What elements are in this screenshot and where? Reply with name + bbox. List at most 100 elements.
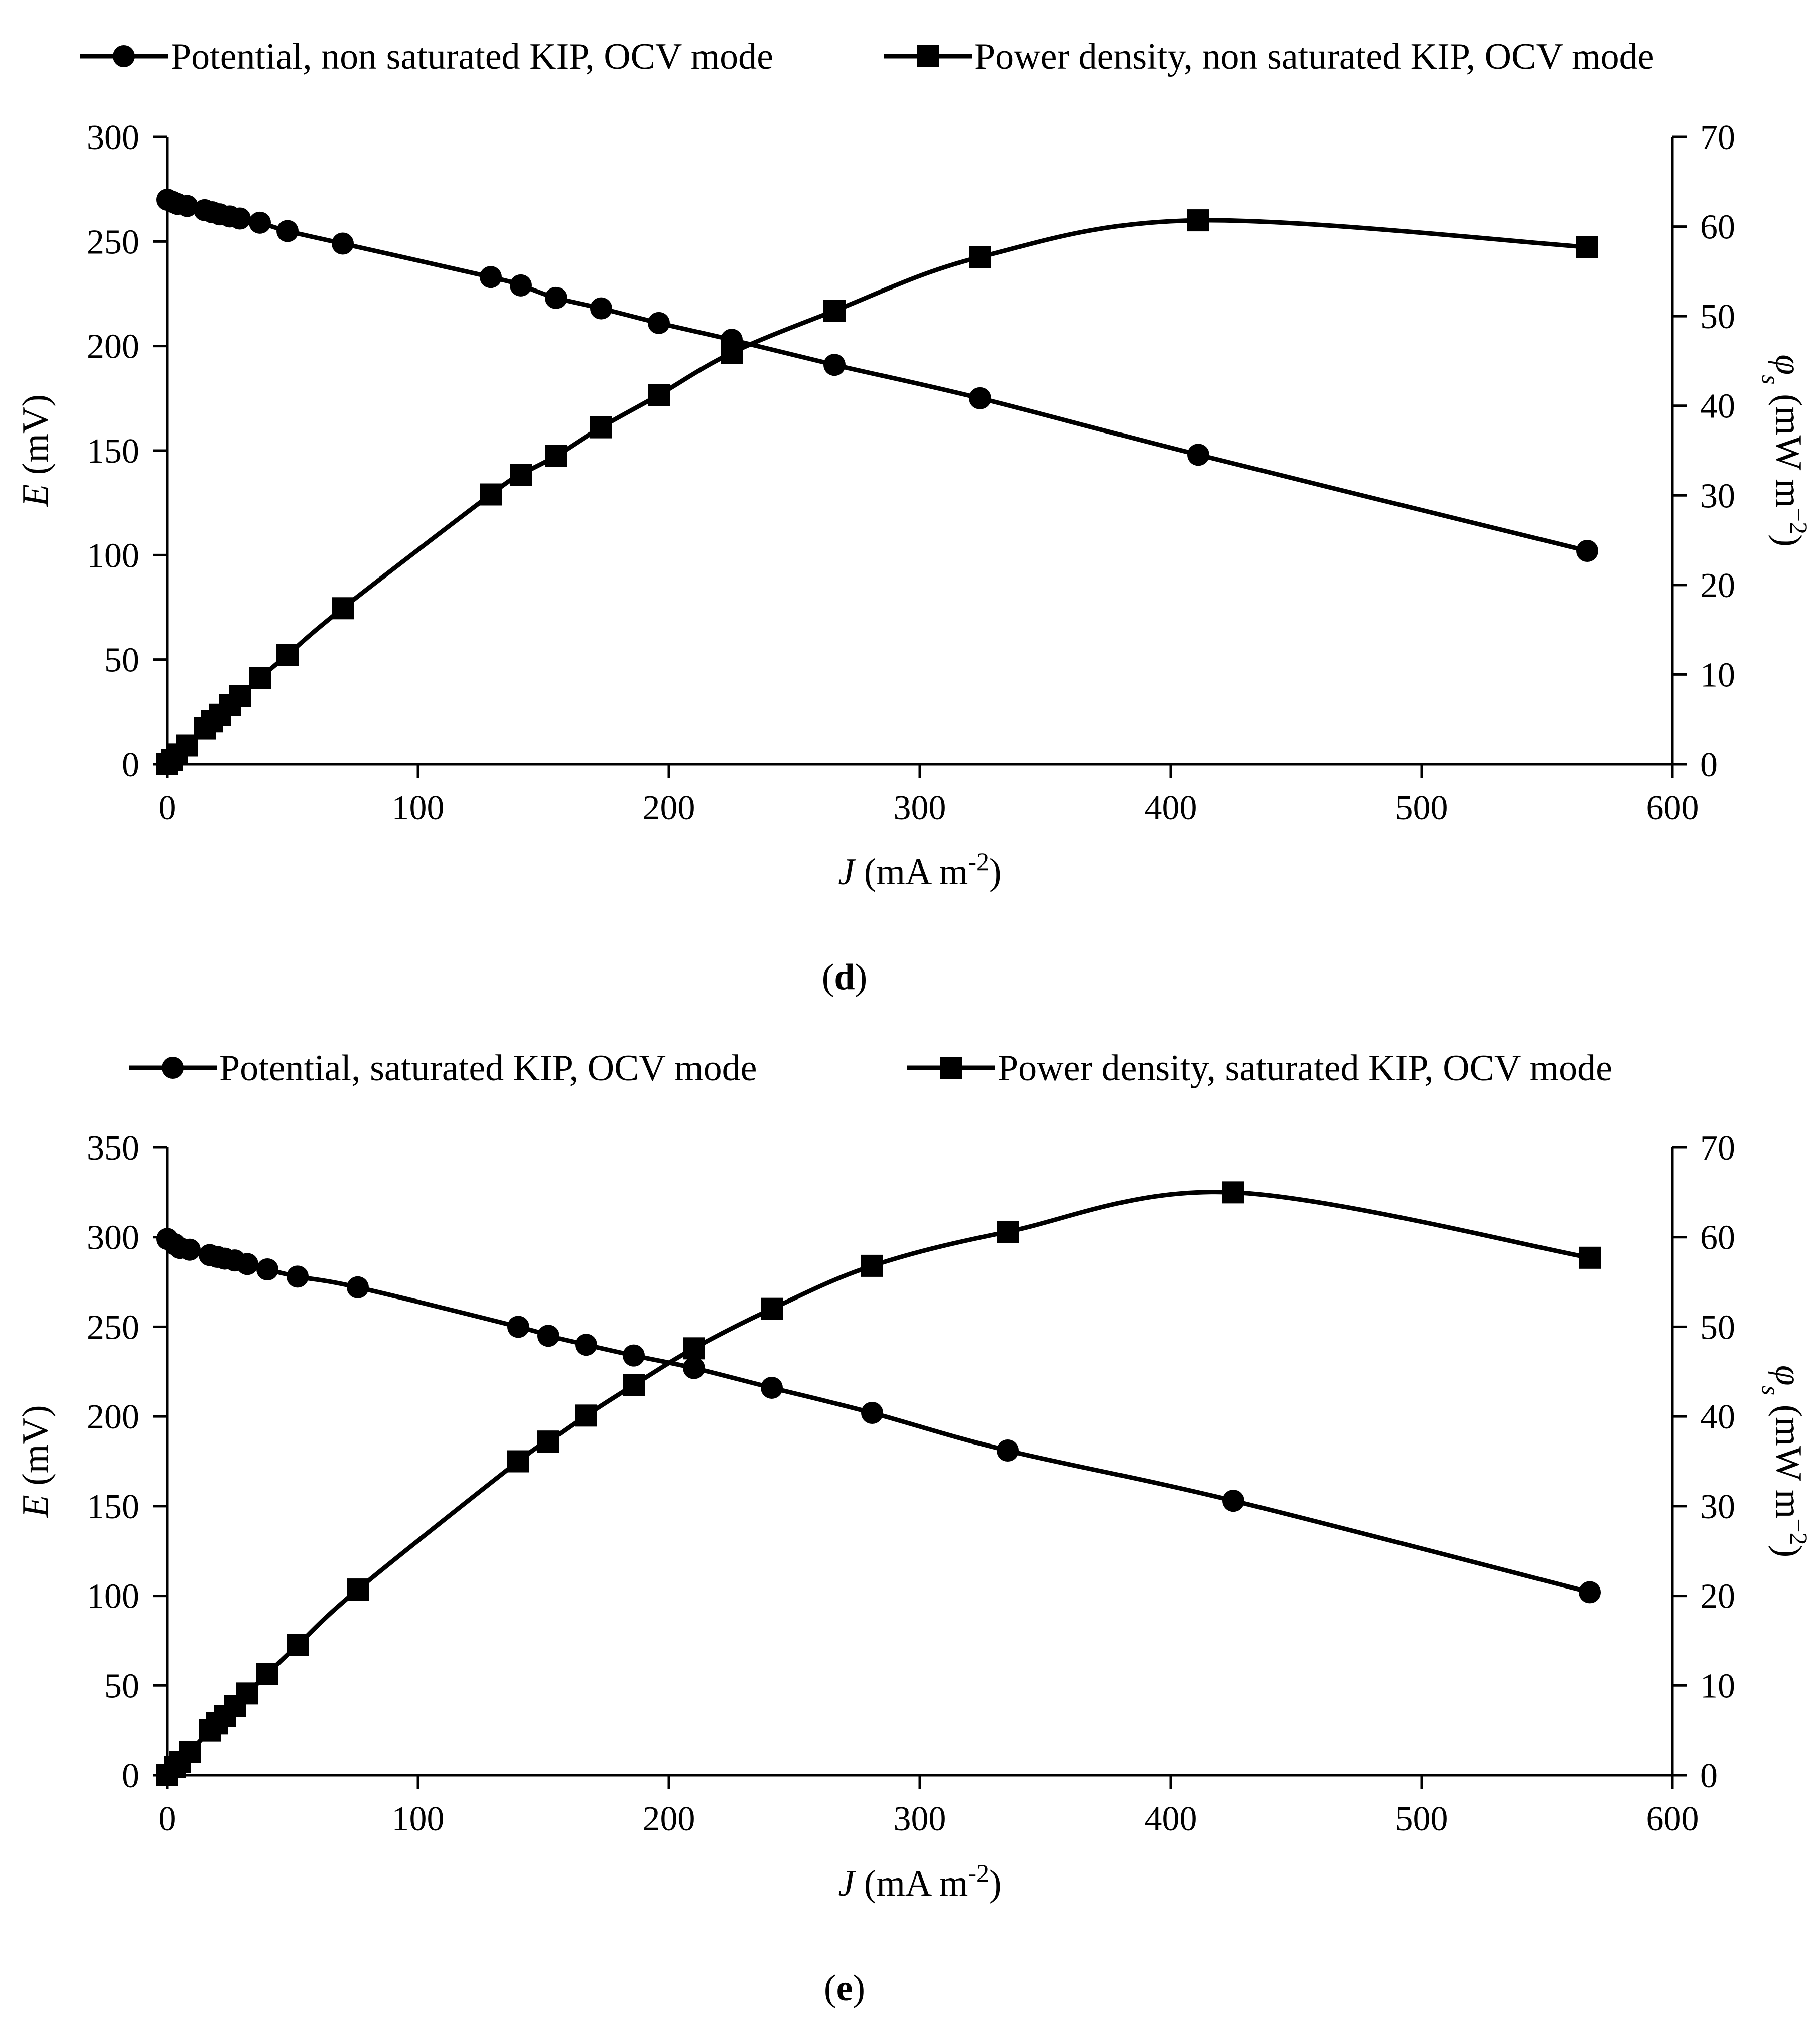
data-point-square [761, 1297, 783, 1320]
y-right-tick-label: 20 [1700, 566, 1735, 605]
y-left-tick-label: 50 [104, 1667, 139, 1705]
y-right-var: φ [1768, 1365, 1809, 1386]
legend-label: Power density, saturated KIP, OCV mode [998, 1048, 1612, 1089]
data-point-circle [648, 312, 670, 334]
panel-label-letter: e [836, 1968, 853, 2009]
data-point-square [332, 597, 354, 620]
data-point-circle [575, 1334, 597, 1356]
data-point-square [721, 342, 743, 364]
y-right-tick-label: 60 [1700, 1219, 1735, 1257]
panel-label-letter: d [834, 957, 855, 998]
y-right-tick-label: 30 [1700, 1488, 1735, 1526]
data-point-square [510, 464, 532, 486]
y-right-tick-label: 60 [1700, 208, 1735, 247]
data-point-square [179, 1741, 201, 1763]
y-right-axis-title: φs (mW m−2) [1757, 1365, 1813, 1558]
data-point-square [683, 1337, 705, 1360]
data-point-square [1222, 1181, 1244, 1204]
y-right-sub: s [1757, 375, 1785, 384]
x-axis-close: ) [989, 851, 1002, 893]
y-left-tick-label: 250 [87, 223, 139, 261]
y-left-var: E [15, 1495, 56, 1518]
y-right-tick-label: 40 [1700, 387, 1735, 426]
data-point-square [648, 384, 670, 406]
y-right-sub: s [1757, 1386, 1785, 1395]
data-point-circle [761, 1376, 783, 1399]
data-point-square [590, 416, 612, 439]
x-tick-label: 100 [392, 789, 445, 827]
y-left-tick-label: 100 [87, 536, 139, 575]
chart-panel-d: 0 100 200 300 400 500 600050100150200250300010… [15, 36, 1813, 998]
y-right-tick-label: 50 [1700, 298, 1735, 336]
legend-label: Potential, non saturated KIP, OCV mode [171, 36, 773, 77]
data-point-square [861, 1254, 883, 1277]
data-point-circle [229, 207, 251, 230]
y-right-sup: −2 [1785, 508, 1813, 534]
y-left-tick-label: 100 [87, 1577, 139, 1616]
x-axis-title: J (mA m-2) [838, 1859, 1001, 1904]
y-right-tick-label: 70 [1700, 118, 1735, 157]
y-right-tick-label: 0 [1700, 1757, 1718, 1795]
legend-marker-circle [162, 1057, 184, 1079]
data-point-square [507, 1450, 529, 1473]
data-point-square [236, 1682, 258, 1705]
x-tick-label: 500 [1395, 1800, 1448, 1838]
data-point-circle [1222, 1490, 1244, 1512]
x-axis-sup: -2 [968, 1859, 989, 1887]
data-point-circle [545, 286, 567, 309]
data-point-square [623, 1374, 645, 1396]
data-point-circle [347, 1276, 369, 1298]
series-square-power-density [156, 1181, 1601, 1786]
data-point-square [969, 246, 991, 268]
x-axis-close: ) [989, 1863, 1002, 1904]
y-right-unit: (mW m [1768, 385, 1809, 508]
x-tick-label: 200 [643, 1800, 695, 1838]
data-point-circle [507, 1316, 529, 1338]
x-tick-label: 400 [1145, 1800, 1197, 1838]
data-point-circle [287, 1265, 309, 1288]
data-point-square [537, 1430, 559, 1453]
x-axis-var: J [838, 851, 856, 893]
y-right-unit: (mW m [1768, 1395, 1809, 1518]
legend-marker-circle [113, 45, 135, 67]
y-left-tick-label: 0 [122, 1757, 139, 1795]
series-circle-potential [156, 189, 1598, 562]
data-point-circle [861, 1401, 883, 1424]
data-point-circle [176, 195, 198, 217]
legend-marker-square [917, 45, 939, 67]
chart-panel-e: 0 100 200 300 400 500 600050100150200250300350… [15, 1048, 1813, 2009]
y-left-unit: (mV) [15, 394, 56, 484]
x-tick-label: 0 [159, 1800, 176, 1838]
y-right-tick-label: 70 [1700, 1129, 1735, 1168]
x-tick-label: 300 [894, 789, 946, 827]
y-right-tick-label: 0 [1700, 746, 1718, 784]
data-point-circle [179, 1238, 201, 1261]
data-point-circle [997, 1439, 1019, 1462]
y-left-tick-label: 200 [87, 1398, 139, 1436]
x-axis-title: J (mA m-2) [838, 847, 1001, 893]
data-point-square [276, 644, 299, 666]
x-axis-unit: (mA m [855, 1863, 968, 1904]
y-left-tick-label: 350 [87, 1129, 139, 1168]
x-tick-label: 600 [1646, 789, 1699, 827]
data-point-square [1579, 1246, 1601, 1269]
panel-label-open: ( [824, 1968, 836, 2009]
data-point-square [1187, 209, 1209, 232]
x-tick-label: 300 [894, 1800, 946, 1838]
y-left-tick-label: 0 [122, 746, 139, 784]
data-point-circle [1579, 1581, 1601, 1604]
y-right-tick-label: 10 [1700, 656, 1735, 694]
data-point-circle [1576, 540, 1598, 562]
y-left-axis-title: E (mV) [15, 1405, 56, 1518]
panel-label-close: ) [853, 1968, 865, 2009]
legend-marker-square [940, 1057, 962, 1079]
legend-label: Potential, saturated KIP, OCV mode [219, 1048, 757, 1089]
data-point-square [997, 1220, 1019, 1243]
data-point-circle [480, 266, 502, 288]
y-right-tick-label: 50 [1700, 1308, 1735, 1347]
data-point-circle [1187, 444, 1209, 466]
x-axis-unit: (mA m [855, 851, 968, 893]
data-point-circle [590, 297, 612, 320]
data-point-circle [510, 274, 532, 297]
